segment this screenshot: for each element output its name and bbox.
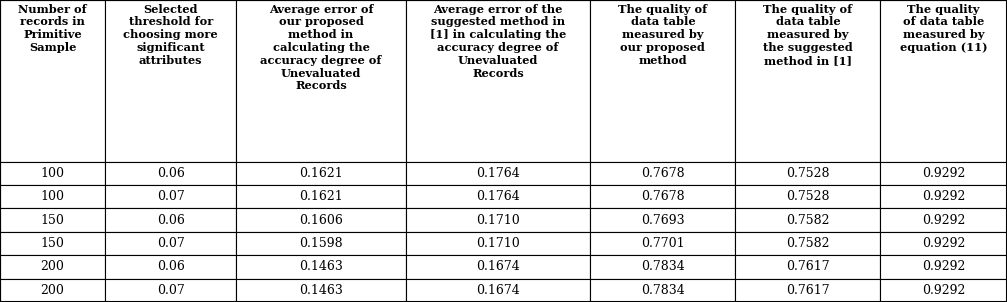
Text: 0.1621: 0.1621 bbox=[299, 167, 342, 180]
Text: The quality of
data table
measured by
our proposed
method: The quality of data table measured by ou… bbox=[618, 4, 708, 66]
Text: 0.1621: 0.1621 bbox=[299, 190, 342, 203]
Text: 0.1463: 0.1463 bbox=[299, 260, 343, 273]
Bar bbox=[0, 208, 105, 232]
Bar bbox=[105, 208, 237, 232]
Text: 0.07: 0.07 bbox=[157, 284, 184, 297]
Bar bbox=[880, 232, 1007, 255]
Bar bbox=[105, 185, 237, 208]
Bar bbox=[735, 0, 880, 162]
Text: Average error of
our proposed
method in
calculating the
accuracy degree of
Uneva: Average error of our proposed method in … bbox=[260, 4, 382, 92]
Bar bbox=[406, 232, 590, 255]
Bar bbox=[590, 162, 735, 185]
Text: 0.7582: 0.7582 bbox=[786, 214, 830, 226]
Text: 0.9292: 0.9292 bbox=[922, 190, 966, 203]
Bar bbox=[880, 185, 1007, 208]
Text: 0.9292: 0.9292 bbox=[922, 167, 966, 180]
Text: 0.06: 0.06 bbox=[157, 260, 184, 273]
Bar bbox=[880, 208, 1007, 232]
Bar bbox=[0, 162, 105, 185]
Bar bbox=[406, 185, 590, 208]
Bar bbox=[735, 162, 880, 185]
Bar bbox=[0, 0, 105, 162]
Bar bbox=[105, 255, 237, 278]
Text: 0.7678: 0.7678 bbox=[641, 167, 685, 180]
Text: 0.1710: 0.1710 bbox=[476, 214, 520, 226]
Bar bbox=[406, 0, 590, 162]
Text: 150: 150 bbox=[40, 214, 64, 226]
Bar bbox=[880, 279, 1007, 302]
Text: 0.7617: 0.7617 bbox=[786, 260, 830, 273]
Bar bbox=[406, 162, 590, 185]
Text: 0.9292: 0.9292 bbox=[922, 214, 966, 226]
Bar bbox=[735, 208, 880, 232]
Bar bbox=[105, 0, 237, 162]
Bar bbox=[590, 255, 735, 278]
Text: 0.1674: 0.1674 bbox=[476, 284, 520, 297]
Bar bbox=[735, 185, 880, 208]
Text: 0.1710: 0.1710 bbox=[476, 237, 520, 250]
Text: 100: 100 bbox=[40, 167, 64, 180]
Text: 0.9292: 0.9292 bbox=[922, 284, 966, 297]
Text: 0.07: 0.07 bbox=[157, 190, 184, 203]
Text: 0.7693: 0.7693 bbox=[641, 214, 685, 226]
Bar bbox=[590, 232, 735, 255]
Bar bbox=[880, 162, 1007, 185]
Bar bbox=[0, 232, 105, 255]
Bar bbox=[590, 208, 735, 232]
Text: 0.9292: 0.9292 bbox=[922, 237, 966, 250]
Text: 0.7617: 0.7617 bbox=[786, 284, 830, 297]
Bar bbox=[237, 255, 406, 278]
Text: 0.07: 0.07 bbox=[157, 237, 184, 250]
Bar bbox=[237, 162, 406, 185]
Text: The quality of
data table
measured by
the suggested
method in [1]: The quality of data table measured by th… bbox=[763, 4, 853, 66]
Text: Number of
records in
Primitive
Sample: Number of records in Primitive Sample bbox=[18, 4, 87, 53]
Text: The quality
of data table
measured by
equation (11): The quality of data table measured by eq… bbox=[900, 4, 988, 53]
Text: 0.1606: 0.1606 bbox=[299, 214, 343, 226]
Text: 0.1674: 0.1674 bbox=[476, 260, 520, 273]
Bar bbox=[237, 185, 406, 208]
Text: 0.1463: 0.1463 bbox=[299, 284, 343, 297]
Text: 0.7834: 0.7834 bbox=[641, 260, 685, 273]
Text: 0.06: 0.06 bbox=[157, 214, 184, 226]
Text: 0.7528: 0.7528 bbox=[786, 167, 830, 180]
Text: 0.1598: 0.1598 bbox=[299, 237, 342, 250]
Bar bbox=[880, 0, 1007, 162]
Bar bbox=[105, 279, 237, 302]
Bar bbox=[590, 279, 735, 302]
Bar bbox=[237, 0, 406, 162]
Text: 0.1764: 0.1764 bbox=[476, 190, 520, 203]
Bar bbox=[237, 208, 406, 232]
Bar bbox=[735, 279, 880, 302]
Text: 0.7528: 0.7528 bbox=[786, 190, 830, 203]
Text: 0.7834: 0.7834 bbox=[641, 284, 685, 297]
Bar bbox=[105, 162, 237, 185]
Text: 150: 150 bbox=[40, 237, 64, 250]
Text: 200: 200 bbox=[40, 284, 64, 297]
Bar bbox=[406, 255, 590, 278]
Bar bbox=[406, 208, 590, 232]
Text: 0.7582: 0.7582 bbox=[786, 237, 830, 250]
Text: 100: 100 bbox=[40, 190, 64, 203]
Bar bbox=[0, 279, 105, 302]
Bar bbox=[237, 232, 406, 255]
Text: Selected
threshold for
choosing more
significant
attributes: Selected threshold for choosing more sig… bbox=[124, 4, 218, 66]
Bar bbox=[590, 185, 735, 208]
Bar bbox=[237, 279, 406, 302]
Bar bbox=[590, 0, 735, 162]
Bar bbox=[406, 279, 590, 302]
Text: Average error of the
suggested method in
[1] in calculating the
accuracy degree : Average error of the suggested method in… bbox=[430, 4, 566, 79]
Bar bbox=[735, 255, 880, 278]
Bar bbox=[105, 232, 237, 255]
Text: 0.06: 0.06 bbox=[157, 167, 184, 180]
Text: 0.9292: 0.9292 bbox=[922, 260, 966, 273]
Text: 0.7701: 0.7701 bbox=[641, 237, 685, 250]
Text: 0.1764: 0.1764 bbox=[476, 167, 520, 180]
Text: 0.7678: 0.7678 bbox=[641, 190, 685, 203]
Bar bbox=[735, 232, 880, 255]
Text: 200: 200 bbox=[40, 260, 64, 273]
Bar bbox=[880, 255, 1007, 278]
Bar bbox=[0, 255, 105, 278]
Bar bbox=[0, 185, 105, 208]
